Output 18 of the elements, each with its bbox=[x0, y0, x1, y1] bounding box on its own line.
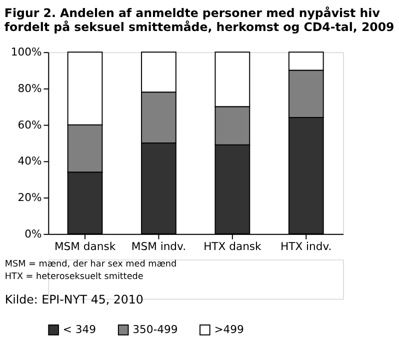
legend-label: < 349 bbox=[62, 322, 96, 336]
y-tick-label: 60% bbox=[18, 118, 42, 132]
y-tick-label: 20% bbox=[18, 190, 42, 204]
text: MSM = mænd, der har sex med mænd bbox=[4, 259, 177, 270]
y-tick-label: 0% bbox=[24, 227, 42, 240]
legend-label: 350-499 bbox=[132, 322, 178, 336]
text: fordelt på seksuel smittemåde, herkomst og CD4-tal, 2009 bbox=[4, 20, 394, 34]
x-tick-label: HTX dansk bbox=[204, 240, 262, 254]
text: Figur 2. Andelen af anmeldte personer med nypåvist hiv bbox=[4, 6, 380, 20]
x-tick-label: MSM indv. bbox=[131, 240, 186, 254]
x-tick-label: MSM dansk bbox=[54, 240, 116, 254]
text: Kilde: EPI-NYT 45, 2010 bbox=[4, 292, 144, 307]
x-tick-label: HTX indv. bbox=[280, 240, 332, 254]
text: HTX = heteroseksuelt smittede bbox=[4, 272, 144, 282]
y-tick-label: 100% bbox=[10, 46, 42, 59]
y-tick-label: 40% bbox=[18, 154, 42, 168]
legend-label: >499 bbox=[214, 322, 244, 336]
y-tick-label: 80% bbox=[18, 82, 42, 95]
